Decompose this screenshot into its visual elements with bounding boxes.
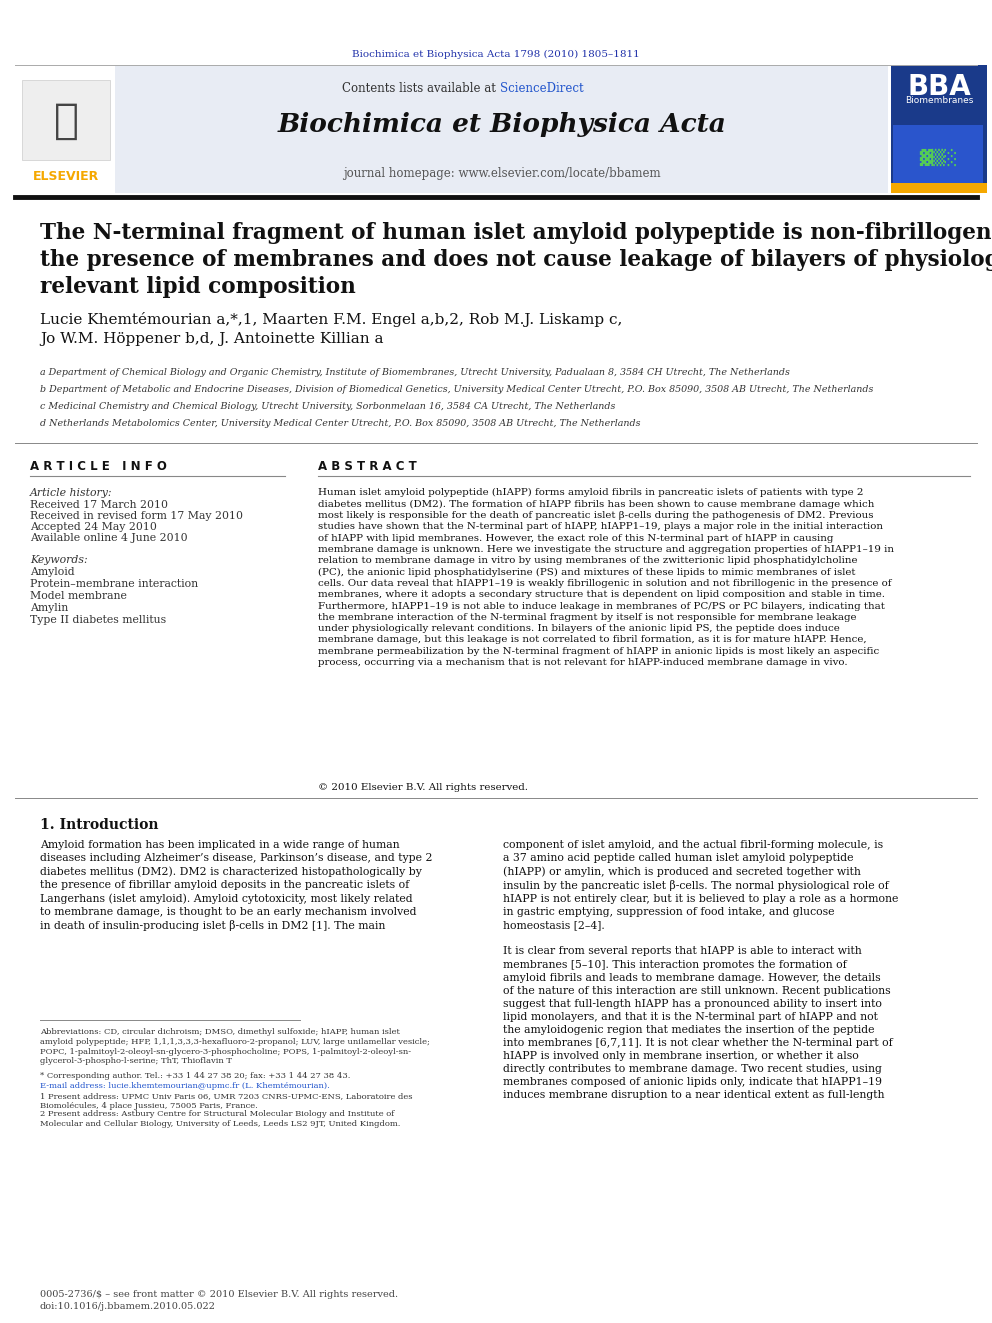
Text: Protein–membrane interaction: Protein–membrane interaction — [30, 579, 198, 589]
Text: © 2010 Elsevier B.V. All rights reserved.: © 2010 Elsevier B.V. All rights reserved… — [318, 783, 528, 792]
Text: 🌲: 🌲 — [54, 101, 78, 142]
Text: b Department of Metabolic and Endocrine Diseases, Division of Biomedical Genetic: b Department of Metabolic and Endocrine … — [40, 385, 873, 394]
Text: Model membrane: Model membrane — [30, 591, 127, 601]
Text: Lucie Khemtémourian a,*,1, Maarten F.M. Engel a,b,2, Rob M.J. Liskamp c,
Jo W.M.: Lucie Khemtémourian a,*,1, Maarten F.M. … — [40, 312, 622, 347]
Text: Available online 4 June 2010: Available online 4 June 2010 — [30, 533, 187, 542]
Bar — [15, 65, 115, 193]
Text: 1. Introduction: 1. Introduction — [40, 818, 159, 832]
Text: Amylin: Amylin — [30, 603, 68, 613]
Text: d Netherlands Metabolomics Center, University Medical Center Utrecht, P.O. Box 8: d Netherlands Metabolomics Center, Unive… — [40, 419, 641, 429]
Bar — [891, 65, 987, 193]
Text: 1 Present address: UPMC Univ Paris 06, UMR 7203 CNRS-UPMC-ENS, Laboratoire des
B: 1 Present address: UPMC Univ Paris 06, U… — [40, 1091, 413, 1110]
Text: 2 Present address: Astbury Centre for Structural Molecular Biology and Institute: 2 Present address: Astbury Centre for St… — [40, 1110, 401, 1127]
Text: Contents lists available at: Contents lists available at — [342, 82, 500, 95]
Text: component of islet amyloid, and the actual fibril-forming molecule, is
a 37 amin: component of islet amyloid, and the actu… — [503, 840, 899, 1099]
Text: * Corresponding author. Tel.: +33 1 44 27 38 20; fax: +33 1 44 27 38 43.: * Corresponding author. Tel.: +33 1 44 2… — [40, 1072, 350, 1080]
Text: E-mail address: lucie.khemtemourian@upmc.fr (L. Khemtémourian).: E-mail address: lucie.khemtemourian@upmc… — [40, 1082, 329, 1090]
Text: a Department of Chemical Biology and Organic Chemistry, Institute of Biomembrane: a Department of Chemical Biology and Org… — [40, 368, 790, 377]
Text: ▓▒░: ▓▒░ — [919, 148, 957, 165]
Bar — [891, 183, 987, 193]
Text: Type II diabetes mellitus: Type II diabetes mellitus — [30, 615, 166, 624]
Text: Biochimica et Biophysica Acta 1798 (2010) 1805–1811: Biochimica et Biophysica Acta 1798 (2010… — [352, 50, 640, 60]
Text: Amyloid: Amyloid — [30, 568, 74, 577]
Text: Article history:: Article history: — [30, 488, 112, 497]
Text: BBA: BBA — [907, 73, 971, 101]
Text: journal homepage: www.elsevier.com/locate/bbamem: journal homepage: www.elsevier.com/locat… — [343, 167, 661, 180]
Bar — [22, 79, 110, 160]
Text: Accepted 24 May 2010: Accepted 24 May 2010 — [30, 523, 157, 532]
Text: ELSEVIER: ELSEVIER — [33, 169, 99, 183]
Text: The N-terminal fragment of human islet amyloid polypeptide is non-fibrillogenic : The N-terminal fragment of human islet a… — [40, 222, 992, 298]
Text: c Medicinal Chemistry and Chemical Biology, Utrecht University, Sorbonmelaan 16,: c Medicinal Chemistry and Chemical Biolo… — [40, 402, 615, 411]
Text: Human islet amyloid polypeptide (hIAPP) forms amyloid fibrils in pancreatic isle: Human islet amyloid polypeptide (hIAPP) … — [318, 488, 894, 667]
Bar — [893, 124, 983, 185]
Text: Received in revised form 17 May 2010: Received in revised form 17 May 2010 — [30, 511, 243, 521]
Text: Biomembranes: Biomembranes — [905, 97, 973, 105]
Text: Amyloid formation has been implicated in a wide range of human
diseases includin: Amyloid formation has been implicated in… — [40, 840, 433, 931]
Text: Keywords:: Keywords: — [30, 556, 87, 565]
Bar — [115, 65, 888, 193]
Text: A B S T R A C T: A B S T R A C T — [318, 460, 417, 474]
Text: Abbreviations: CD, circular dichroism; DMSO, dimethyl sulfoxide; hIAPP, human is: Abbreviations: CD, circular dichroism; D… — [40, 1028, 430, 1065]
Text: 0005-2736/$ – see front matter © 2010 Elsevier B.V. All rights reserved.: 0005-2736/$ – see front matter © 2010 El… — [40, 1290, 398, 1299]
Text: ScienceDirect: ScienceDirect — [500, 82, 583, 95]
Text: Biochimica et Biophysica Acta: Biochimica et Biophysica Acta — [278, 112, 726, 138]
Text: doi:10.1016/j.bbamem.2010.05.022: doi:10.1016/j.bbamem.2010.05.022 — [40, 1302, 216, 1311]
Text: Received 17 March 2010: Received 17 March 2010 — [30, 500, 168, 509]
Text: A R T I C L E   I N F O: A R T I C L E I N F O — [30, 460, 167, 474]
